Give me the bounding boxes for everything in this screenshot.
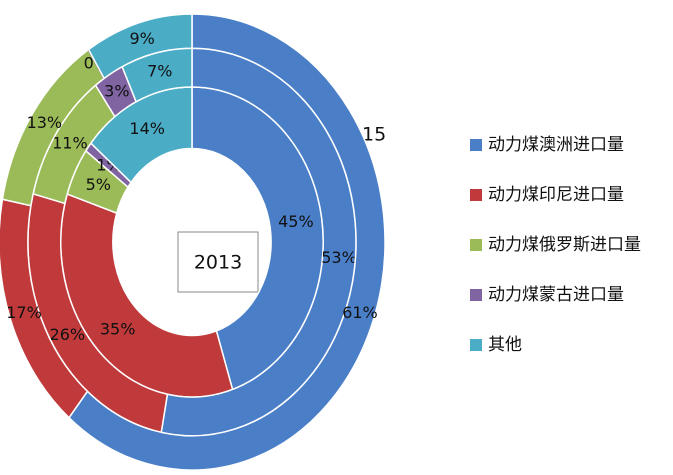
data-label: 9% [129,29,154,48]
inner-ring-label: 2013 [194,252,242,274]
data-label: 35% [100,319,136,338]
legend-label: 动力煤印尼进口量 [488,185,624,205]
legend-swatch [470,339,482,351]
legend-swatch [470,239,482,251]
ring-segment [87,13,193,80]
legend-label: 动力煤俄罗斯进口量 [488,235,641,255]
data-label: 53% [321,248,357,267]
legend-swatch [470,189,482,201]
data-label: 45% [278,212,314,231]
center-box [177,231,259,293]
data-label: 7% [147,61,172,80]
legend-swatch [470,139,482,151]
data-label: 61% [342,303,378,322]
legend-label: 动力煤蒙古进口量 [488,285,624,305]
data-label: 5% [86,175,111,194]
legend-swatch [470,289,482,301]
legend-label: 其他 [488,335,522,355]
data-label: 13% [27,113,63,132]
data-label: 3% [104,81,129,100]
data-label: 14% [129,119,165,138]
legend-label: 动力煤澳洲进口量 [488,135,624,155]
data-label: 11% [52,133,88,152]
data-label: 17% [6,303,42,322]
ring-segment [67,13,386,471]
data-label: 26% [50,325,86,344]
